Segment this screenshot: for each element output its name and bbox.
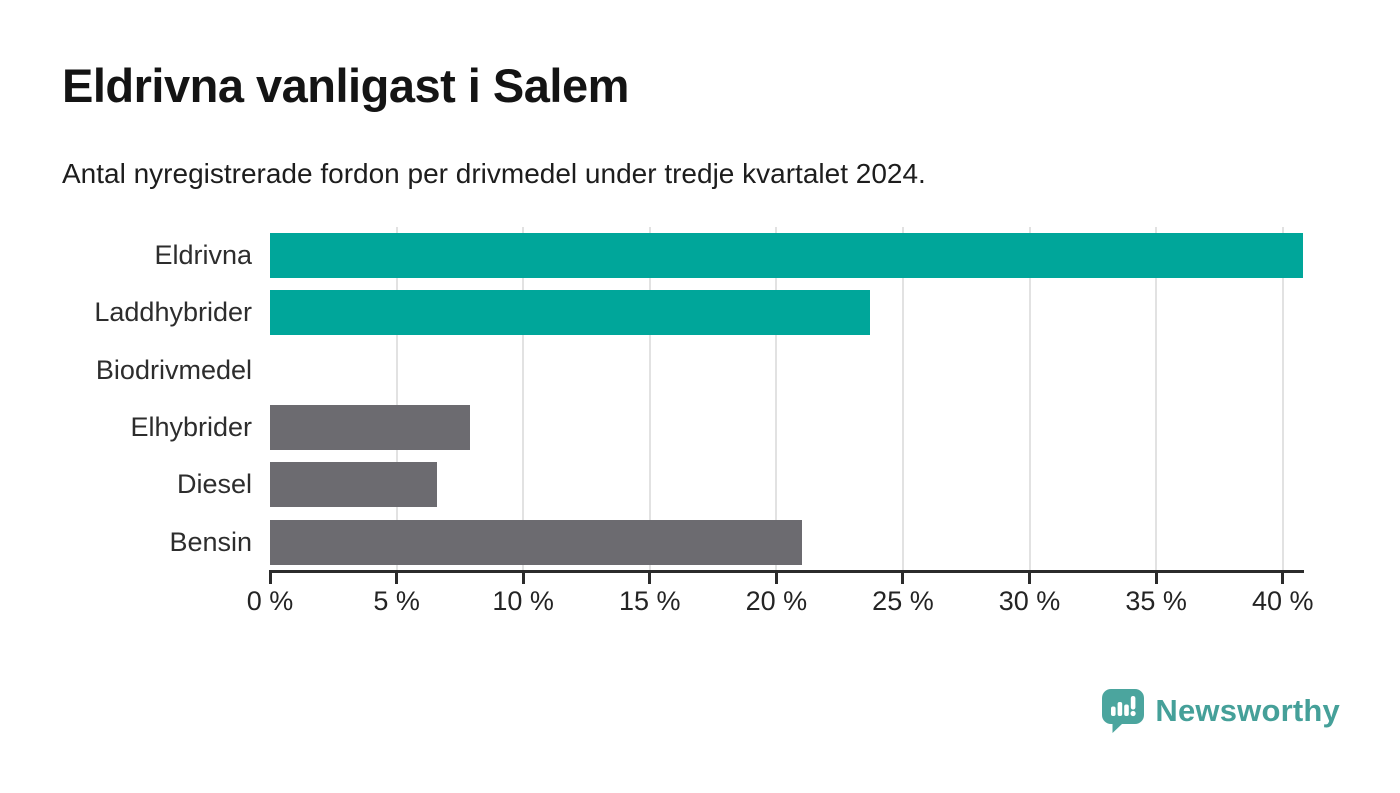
- axis-tick-label: 0 %: [246, 586, 294, 616]
- gridline: [1281, 227, 1284, 571]
- axis-tick: [1154, 573, 1158, 584]
- brand-footer: Newsworthy: [1102, 689, 1340, 733]
- gridline: [1155, 227, 1158, 571]
- category-label: Laddhybrider: [94, 297, 252, 328]
- chart-bar-bensin: [270, 519, 802, 565]
- x-axis-line: [269, 570, 1304, 573]
- chart-bar-laddhybrider: [270, 290, 871, 336]
- gridline: [1028, 227, 1031, 571]
- axis-tick-label: 10 %: [492, 586, 554, 616]
- axis-tick-label: 25 %: [872, 586, 934, 616]
- axis-tick-label: 15 %: [618, 586, 681, 616]
- chart-subtitle: Antal nyregistrerade fordon per drivmede…: [62, 158, 926, 189]
- axis-tick: [901, 573, 905, 584]
- chart-title: Eldrivna vanligast i Salem: [62, 59, 629, 112]
- axis-tick-label: 5 %: [373, 586, 420, 616]
- axis-tick: [395, 573, 399, 584]
- category-label: Diesel: [176, 469, 252, 500]
- axis-tick-label: 20 %: [745, 586, 808, 616]
- category-label: Biodrivmedel: [95, 354, 252, 385]
- axis-tick: [521, 573, 525, 584]
- chart-bar-diesel: [270, 462, 438, 508]
- bar-row: [270, 227, 1303, 284]
- chart-bar-elhybrider: [270, 405, 471, 451]
- category-axis: Eldrivna Laddhybrider Biodrivmedel Elhybrid…: [0, 227, 252, 571]
- category-label: Eldrivna: [154, 240, 252, 271]
- gridline: [901, 227, 904, 571]
- axis-tick: [774, 573, 778, 584]
- gridline: [395, 227, 398, 571]
- plot-area: [270, 227, 1303, 571]
- newsworthy-logo-icon: [1102, 689, 1145, 733]
- category-label: Elhybrider: [130, 412, 252, 443]
- brand-name: Newsworthy: [1155, 693, 1340, 728]
- bar-row: [270, 284, 1303, 341]
- axis-tick: [1028, 573, 1032, 584]
- bar-row: [270, 399, 1303, 456]
- gridline: [775, 227, 778, 571]
- axis-tick-label: 40 %: [1251, 586, 1314, 616]
- axis-tick: [268, 573, 272, 584]
- axis-tick-label: 30 %: [998, 586, 1061, 616]
- gridline: [648, 227, 651, 571]
- bar-row: [270, 514, 1303, 571]
- axis-tick: [1281, 573, 1285, 584]
- gridline: [522, 227, 525, 571]
- chart-bar-eldrivna: [270, 233, 1303, 279]
- category-label: Bensin: [169, 526, 252, 557]
- bar-row: [270, 456, 1303, 513]
- bar-row: [270, 342, 1303, 399]
- axis-tick-label: 35 %: [1125, 586, 1187, 616]
- axis-tick: [648, 573, 652, 584]
